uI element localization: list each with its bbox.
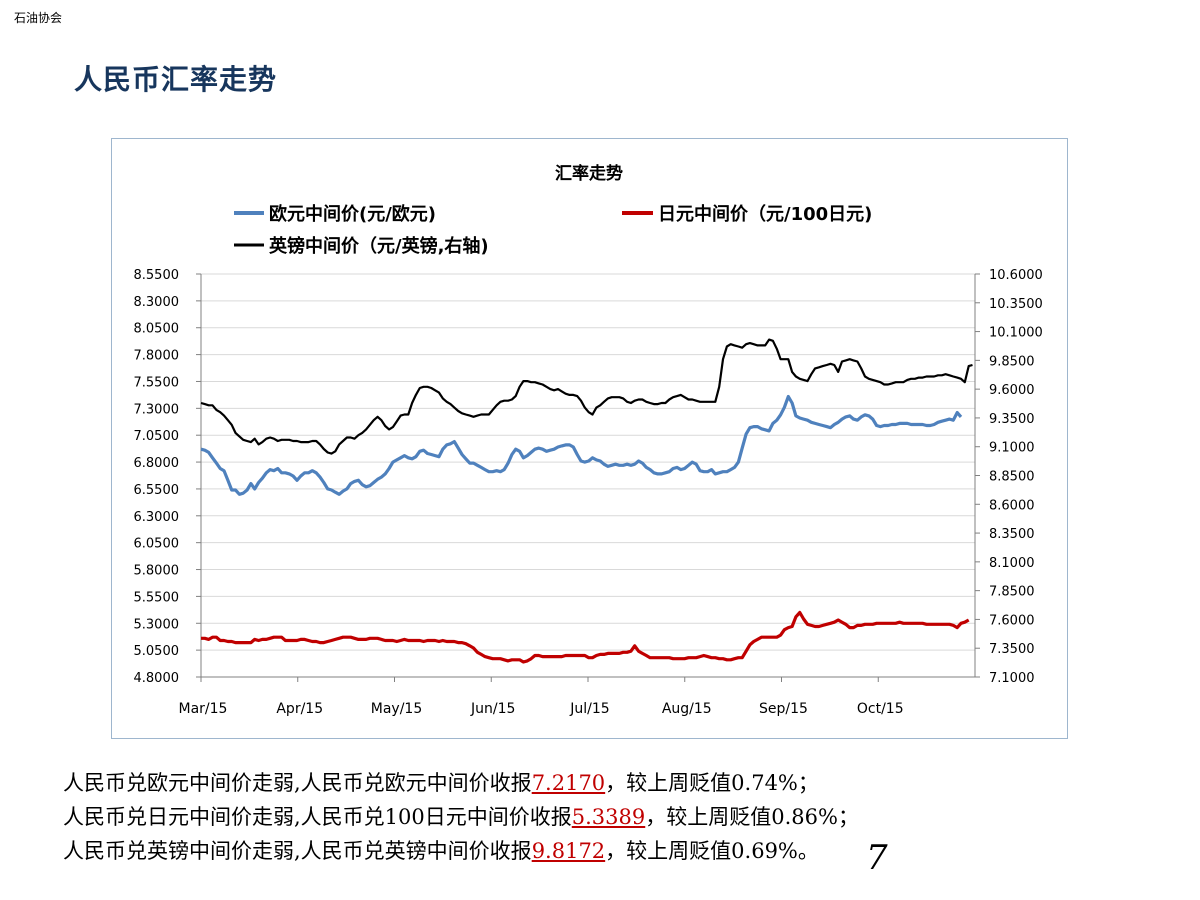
left-tick-label: 6.8000 [134, 456, 180, 471]
chart-title: 汇率走势 [555, 163, 623, 184]
right-tick-label: 10.3500 [989, 297, 1043, 312]
left-tick-label: 8.0500 [134, 322, 180, 337]
left-tick-label: 6.5500 [134, 483, 180, 498]
left-tick-label: 8.5500 [134, 268, 180, 283]
right-axis-ticks: 7.1000 7.3500 7.6000 7.8500 8.1000 8.3500 8.60… [975, 268, 1043, 686]
left-tick-label: 6.3000 [134, 510, 180, 525]
right-tick-label: 8.1000 [989, 556, 1035, 571]
left-tick-label: 7.8000 [134, 349, 180, 364]
note-jpy: 人民币兑日元中间价走弱,人民币兑100日元中间价收报5.3389，较上周贬值0.… [63, 800, 859, 834]
left-tick-label: 7.5500 [134, 375, 180, 390]
note-eur: 人民币兑欧元中间价走弱,人民币兑欧元中间价收报7.2170，较上周贬值0.74%… [63, 766, 859, 800]
chart-svg: 汇率走势 欧元中间价(元/欧元) 日元中间价（元/100日元) 英镑中间价（元/… [134, 163, 1043, 717]
left-tick-label: 5.0500 [134, 644, 180, 659]
right-tick-label: 7.3500 [989, 642, 1035, 657]
left-tick-label: 4.8000 [134, 671, 180, 686]
x-tick-label: Jun/15 [470, 701, 515, 717]
left-tick-label: 7.3000 [134, 402, 180, 417]
right-tick-label: 7.1000 [989, 671, 1035, 686]
x-tick-label: Apr/15 [276, 701, 323, 717]
gridlines [201, 273, 975, 651]
right-tick-label: 7.8500 [989, 585, 1035, 600]
left-tick-label: 6.0500 [134, 537, 180, 552]
left-tick-label: 5.8000 [134, 564, 180, 579]
note-gbp-text: 人民币兑英镑中间价走弱,人民币兑英镑中间价收报 [63, 839, 532, 863]
right-tick-label: 9.3500 [989, 412, 1035, 427]
page-number: 7 [866, 838, 888, 878]
right-tick-label: 9.8500 [989, 354, 1035, 369]
left-tick-label: 7.0500 [134, 429, 180, 444]
note-jpy-suffix: ，较上周贬值0.86%； [645, 805, 859, 829]
series-line-1 [201, 610, 970, 664]
note-jpy-text: 人民币兑日元中间价走弱,人民币兑100日元中间价收报 [63, 805, 572, 829]
x-tick-label: Aug/15 [662, 701, 712, 717]
right-tick-label: 9.6000 [989, 383, 1035, 398]
legend-eur-label: 欧元中间价(元/欧元) [269, 203, 436, 225]
series-line-0 [200, 394, 963, 496]
right-tick-label: 8.8500 [989, 470, 1035, 485]
series-lines [200, 338, 973, 664]
right-tick-label: 10.6000 [989, 268, 1043, 283]
note-gbp-value: 9.8172 [531, 839, 606, 863]
note-eur-suffix: ，较上周贬值0.74%； [605, 771, 819, 795]
legend-jpy-label: 日元中间价（元/100日元) [658, 203, 872, 225]
left-tick-label: 5.3000 [134, 617, 180, 632]
organization-name: 石油协会 [14, 11, 63, 25]
right-tick-label: 8.6000 [989, 498, 1035, 513]
note-gbp-suffix: ，较上周贬值0.69%。 [605, 839, 819, 863]
summary-notes: 人民币兑欧元中间价走弱,人民币兑欧元中间价收报7.2170，较上周贬值0.74%… [63, 766, 859, 868]
x-tick-label: Oct/15 [857, 701, 904, 717]
right-tick-label: 8.3500 [989, 527, 1035, 542]
legend-gbp-label: 英镑中间价（元/英镑,右轴) [268, 235, 489, 257]
note-eur-text: 人民币兑欧元中间价走弱,人民币兑欧元中间价收报 [63, 771, 532, 795]
left-axis-ticks: 4.8000 5.0500 5.3000 5.5500 5.8000 6.0500 6.30… [134, 268, 201, 686]
left-tick-label: 8.3000 [134, 295, 180, 310]
note-gbp: 人民币兑英镑中间价走弱,人民币兑英镑中间价收报9.8172，较上周贬值0.69%… [63, 834, 859, 868]
x-tick-label: May/15 [371, 701, 422, 717]
right-tick-label: 10.1000 [989, 326, 1043, 341]
exchange-rate-chart: 汇率走势 欧元中间价(元/欧元) 日元中间价（元/100日元) 英镑中间价（元/… [111, 138, 1068, 739]
slide-title: 人民币汇率走势 [74, 63, 278, 96]
left-tick-label: 5.5500 [134, 590, 180, 605]
series-line-2 [200, 338, 973, 455]
x-axis-ticks: Mar/15 Apr/15 May/15 Jun/15 Jul/15 Aug/15 Sep/… [179, 677, 904, 717]
note-jpy-value: 5.3389 [571, 805, 646, 829]
x-tick-label: Sep/15 [759, 701, 808, 717]
right-tick-label: 9.1000 [989, 441, 1035, 456]
right-tick-label: 7.6000 [989, 613, 1035, 628]
x-tick-label: Jul/15 [569, 701, 609, 717]
x-tick-label: Mar/15 [179, 701, 228, 717]
note-eur-value: 7.2170 [531, 771, 606, 795]
